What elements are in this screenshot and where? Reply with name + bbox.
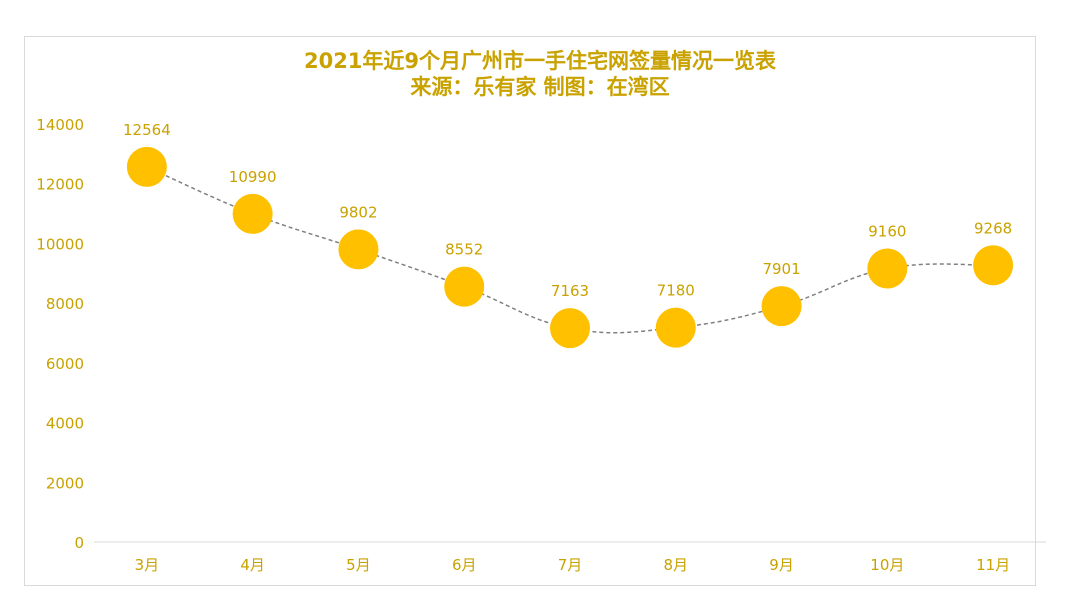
data-point-marker [867,248,908,289]
data-point-marker [550,308,590,349]
x-tick-label: 8月 [664,556,689,574]
data-label: 7180 [657,282,695,300]
data-point-marker [444,266,485,307]
data-label: 9268 [974,219,1012,237]
x-tick-label: 7月 [558,556,583,574]
data-label: 12564 [123,121,171,139]
chart-subtitle: 来源：乐有家 制图：在湾区 [410,75,670,99]
data-label: 9802 [339,203,377,221]
chart-title-block: 2021年近9个月广州市一手住宅网签量情况一览表 来源：乐有家 制图：在湾区 [0,48,1080,100]
x-tick-label: 10月 [870,556,904,574]
data-point-marker [232,193,273,234]
x-tick-label: 6月 [452,556,477,574]
series-line [146,166,994,334]
y-tick-label: 6000 [46,355,84,373]
data-label: 7163 [551,282,589,300]
x-tick-label: 9月 [769,556,794,574]
data-label: 9160 [868,223,906,241]
x-tick-label: 5月 [346,556,371,574]
x-tick-label: 4月 [240,556,265,574]
y-tick-label: 2000 [46,474,84,492]
y-tick-label: 4000 [46,415,84,433]
data-label: 7901 [762,260,800,278]
data-label: 10990 [229,168,277,186]
y-tick-label: 14000 [36,116,84,134]
y-tick-label: 0 [74,534,84,552]
x-tick-label: 11月 [976,556,1010,574]
data-label: 8552 [445,241,483,259]
x-tick-label: 3月 [135,556,160,574]
y-tick-label: 8000 [46,295,84,313]
y-tick-label: 12000 [36,176,84,194]
y-tick-label: 10000 [36,235,84,253]
data-point-marker [338,229,379,270]
data-point-marker [126,146,167,187]
data-point-marker [655,307,696,348]
data-point-marker [761,286,802,327]
data-point-marker [973,245,1014,286]
chart-frame [24,36,1036,586]
chart-title: 2021年近9个月广州市一手住宅网签量情况一览表 [303,49,777,73]
